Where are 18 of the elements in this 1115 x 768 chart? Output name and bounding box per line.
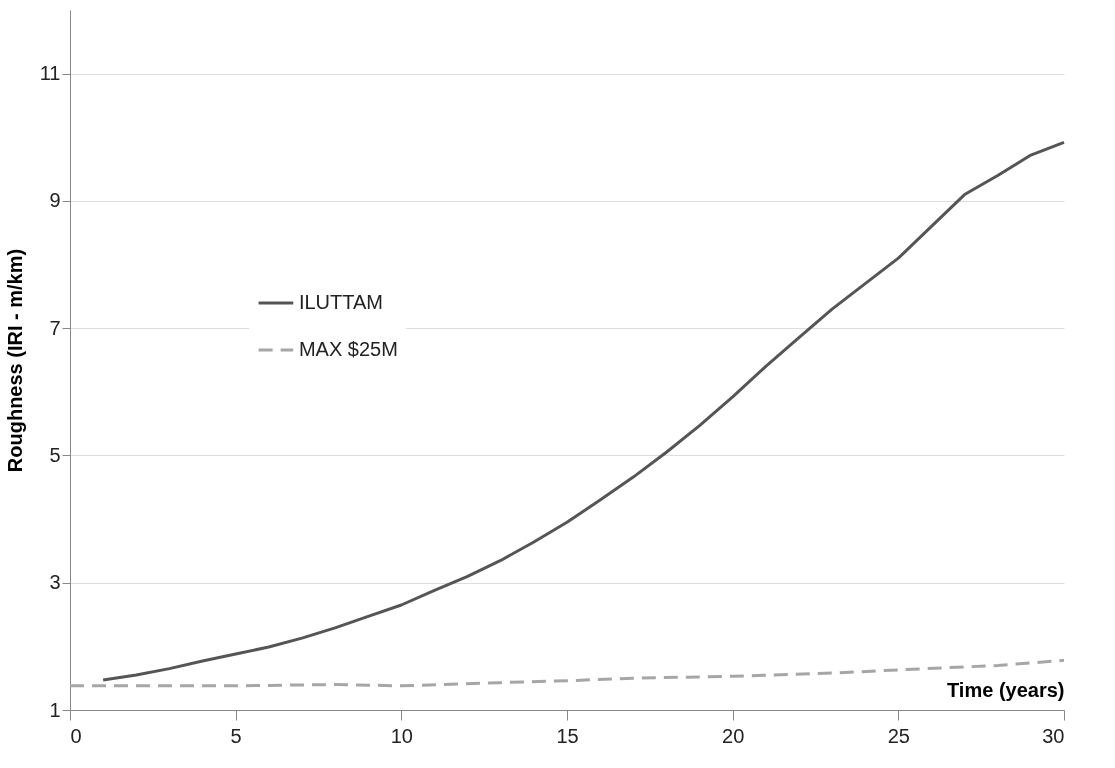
x-tick-label: 0	[70, 724, 82, 747]
x-tick-label: 5	[230, 724, 242, 747]
legend-label: ILUTTAM	[298, 291, 383, 313]
x-tick-label: 10	[390, 724, 413, 747]
x-tick-label: 20	[722, 724, 745, 747]
x-tick-label: 25	[887, 724, 910, 747]
y-axis-title: Roughness (IRI - m/km)	[3, 248, 26, 473]
line-series	[101, 140, 1066, 682]
y-tick-label: 3	[49, 571, 61, 594]
y-tick-label: 5	[49, 443, 61, 466]
legend-label: MAX $25M	[298, 338, 398, 360]
x-tick-label: 15	[556, 724, 579, 747]
y-tick-label: 1	[49, 698, 61, 721]
y-tick-label: 7	[49, 316, 61, 339]
x-tick-label: 30	[1042, 724, 1065, 747]
y-tick-label: 11	[39, 62, 61, 85]
x-axis-title: Time (years)	[947, 678, 1065, 701]
y-tick-label: 9	[49, 189, 61, 212]
